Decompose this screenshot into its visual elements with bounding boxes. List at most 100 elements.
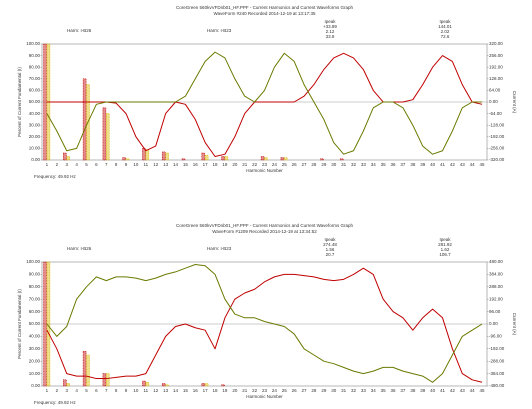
bar	[201, 383, 206, 387]
y2-tick-label: -480.00	[489, 383, 505, 388]
bar	[204, 383, 209, 387]
chart-title: CoreGreen 560kvVFDnb01_HF.PPF - Current …	[176, 223, 353, 228]
x-tick-label: 41	[440, 388, 446, 393]
x-tick-label: 18	[213, 388, 219, 393]
y2-tick-label: 320.00	[489, 41, 503, 46]
x-tick-label: 6	[95, 162, 98, 167]
y-tick-label: 80.00	[29, 284, 41, 289]
x-tick-label: 16	[193, 388, 199, 393]
bar	[339, 158, 344, 161]
x-axis-label: Harmonic Number	[246, 394, 283, 399]
bar	[43, 261, 47, 387]
bar	[283, 157, 288, 161]
y-tick-label: 60.00	[29, 88, 41, 93]
x-tick-label: 30	[331, 388, 337, 393]
footnote: Frequency: 49.92 Hz	[34, 174, 77, 179]
bar	[201, 152, 206, 161]
x-tick-label: 25	[282, 388, 288, 393]
waveform-line	[46, 267, 483, 383]
annotation: 20.7	[326, 252, 335, 257]
y2-tick-label: 480.00	[489, 259, 503, 264]
annotation: 2.02	[441, 29, 450, 34]
annotation: 1.62	[441, 247, 450, 252]
x-tick-label: 10	[133, 388, 139, 393]
bar	[82, 78, 87, 161]
y-axis-label: Percent of Current Fundamental (I)	[17, 289, 22, 359]
x-tick-label: 3	[65, 388, 68, 393]
y-tick-label: 10.00	[29, 371, 41, 376]
y-tick-label: 50.00	[29, 321, 41, 326]
y2-axis-label: Current (A)	[512, 313, 517, 336]
x-tick-label: 7	[105, 162, 108, 167]
x-tick-label: 28	[311, 162, 317, 167]
y-tick-label: 40.00	[29, 334, 41, 339]
bar	[66, 156, 70, 161]
bar	[66, 383, 70, 387]
x-tick-label: 35	[381, 388, 387, 393]
x-tick-label: 19	[222, 388, 228, 393]
y-axis-label: Percent of Current Fundamental (I)	[17, 67, 22, 137]
bar	[102, 107, 107, 161]
bar	[165, 152, 169, 161]
y-tick-label: 30.00	[29, 346, 41, 351]
annotation: Ipeak	[439, 19, 451, 24]
x-tick-label: 1	[46, 162, 49, 167]
x-tick-label: 36	[391, 162, 397, 167]
annotation: Ipeak	[324, 237, 336, 242]
x-tick-label: 21	[242, 388, 248, 393]
x-tick-label: 32	[351, 162, 357, 167]
y-tick-label: 20.00	[29, 134, 41, 139]
x-tick-label: 33	[361, 162, 367, 167]
bar	[102, 373, 107, 387]
bar	[142, 380, 146, 387]
y2-tick-label: 192.00	[489, 64, 503, 69]
y2-tick-label: 0.00	[489, 321, 498, 326]
x-tick-label: 2	[56, 388, 59, 393]
x-tick-label: 7	[105, 388, 108, 393]
x-tick-label: 24	[272, 162, 278, 167]
x-tick-label: 42	[450, 388, 456, 393]
y-tick-label: 70.00	[29, 76, 41, 81]
x-tick-label: 17	[203, 162, 209, 167]
x-tick-label: 20	[232, 388, 238, 393]
x-tick-label: 34	[371, 388, 377, 393]
x-tick-label: 6	[95, 388, 98, 393]
x-tick-label: 30	[331, 162, 337, 167]
y-tick-label: 70.00	[29, 296, 41, 301]
x-tick-label: 13	[163, 388, 169, 393]
bar	[125, 158, 130, 161]
chart-title: CoreGreen 560kvVFDnb01_HF.PPF - Current …	[176, 5, 353, 10]
footnote: Frequency: 49.92 Hz	[34, 400, 77, 405]
x-tick-label: 45	[480, 162, 486, 167]
x-tick-label: 41	[440, 162, 446, 167]
y2-tick-label: 192.00	[489, 296, 503, 301]
x-tick-label: 22	[252, 388, 258, 393]
x-tick-label: 24	[272, 388, 278, 393]
x-tick-label: 37	[400, 388, 406, 393]
x-tick-label: 9	[125, 388, 128, 393]
x-tick-label: 31	[341, 162, 347, 167]
y2-tick-label: -320.00	[489, 157, 505, 162]
x-tick-label: 27	[302, 388, 308, 393]
y2-tick-label: -256.00	[489, 146, 505, 151]
y2-tick-label: 96.00	[489, 309, 501, 314]
bar	[165, 384, 169, 387]
y2-tick-label: -96.00	[489, 334, 502, 339]
chart-subtitle: WaveForm #240 Recorded 2014-12-19 at 13:…	[214, 11, 316, 16]
x-tick-label: 38	[410, 388, 416, 393]
bar	[82, 350, 87, 387]
x-tick-label: 17	[203, 388, 209, 393]
x-tick-label: 5	[85, 388, 88, 393]
x-tick-label: 8	[115, 162, 118, 167]
y2-tick-label: -384.00	[489, 371, 505, 376]
x-tick-label: 11	[143, 162, 148, 167]
x-tick-label: 3	[65, 162, 68, 167]
x-tick-label: 18	[213, 162, 219, 167]
x-tick-label: 39	[420, 162, 426, 167]
y-tick-label: 20.00	[29, 358, 41, 363]
x-tick-label: 36	[391, 388, 397, 393]
annotation: 1.56	[326, 247, 335, 252]
x-tick-label: 15	[183, 162, 189, 167]
x-tick-label: 37	[400, 162, 406, 167]
x-tick-label: 13	[163, 162, 169, 167]
